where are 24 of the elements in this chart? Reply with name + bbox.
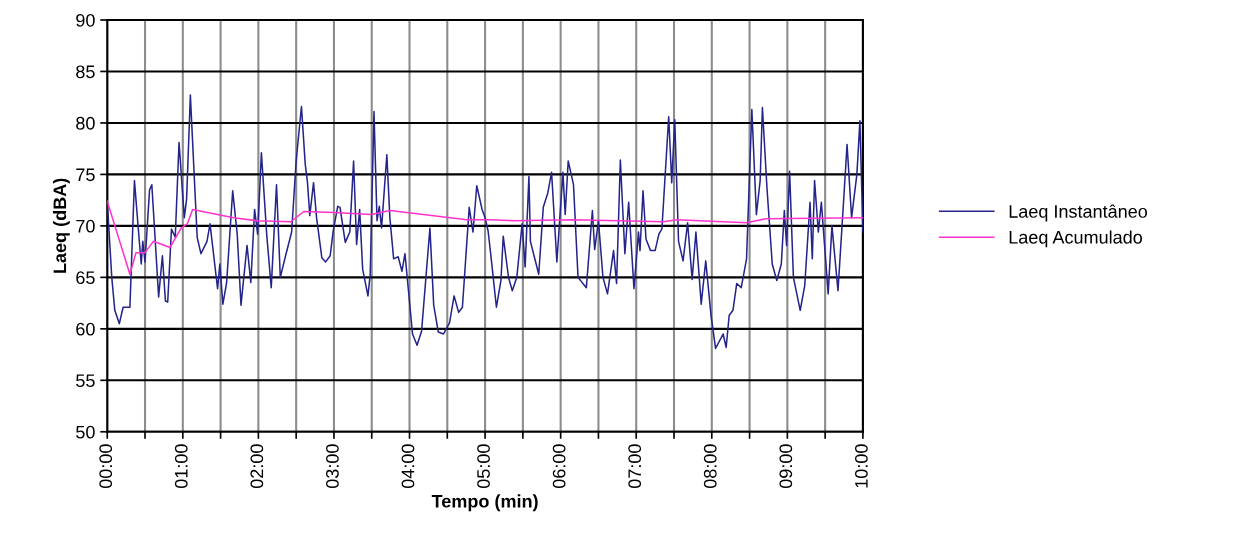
x-tick-label: 00:00 — [99, 444, 113, 489]
y-tick-label: 60 — [76, 322, 95, 336]
y-tick-label: 80 — [76, 116, 95, 130]
y-axis-title: Laeq (dBA) — [52, 178, 70, 273]
x-tick-label: 01:00 — [174, 444, 188, 489]
x-tick-label: 10:00 — [854, 444, 868, 488]
y-tick-label: 75 — [76, 168, 95, 182]
x-tick-label: 02:00 — [250, 444, 264, 489]
x-axis-title: Tempo (min) — [431, 494, 538, 512]
y-tick-label: 55 — [76, 374, 95, 388]
x-tick-label: 09:00 — [779, 444, 793, 489]
legend-label: Laeq Acumulado — [1009, 230, 1142, 248]
y-tick-label: 70 — [76, 219, 95, 233]
x-tick-label: 03:00 — [326, 444, 339, 489]
x-tick-label: 08:00 — [703, 444, 717, 489]
y-tick-label: 65 — [76, 271, 95, 285]
x-tick-label: 05:00 — [477, 444, 490, 489]
y-tick-label: 85 — [76, 65, 95, 79]
legend-label: Laeq Instantâneo — [1009, 204, 1148, 222]
x-tick-label: 04:00 — [401, 444, 415, 489]
y-tick-label: 90 — [76, 13, 95, 27]
x-tick-label: 06:00 — [552, 444, 566, 489]
x-tick-label: 07:00 — [628, 444, 642, 489]
y-tick-label: 50 — [76, 425, 95, 439]
